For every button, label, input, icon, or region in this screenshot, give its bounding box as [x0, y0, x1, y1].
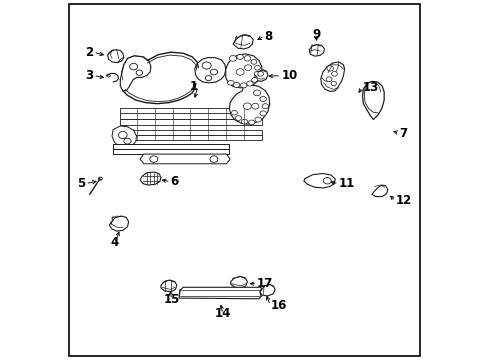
Polygon shape — [140, 154, 230, 164]
Polygon shape — [230, 276, 247, 288]
Polygon shape — [113, 149, 229, 154]
Ellipse shape — [233, 82, 239, 87]
Ellipse shape — [129, 63, 137, 70]
Ellipse shape — [323, 177, 330, 184]
Ellipse shape — [202, 62, 211, 69]
Ellipse shape — [237, 54, 243, 59]
Text: 1: 1 — [189, 80, 197, 93]
Ellipse shape — [241, 120, 247, 124]
Ellipse shape — [118, 131, 127, 139]
Polygon shape — [194, 58, 225, 83]
Ellipse shape — [123, 138, 131, 144]
Ellipse shape — [106, 74, 110, 77]
Ellipse shape — [260, 111, 266, 116]
Ellipse shape — [235, 116, 241, 120]
Text: 14: 14 — [214, 307, 231, 320]
Ellipse shape — [149, 156, 158, 162]
Text: 2: 2 — [85, 46, 93, 59]
Polygon shape — [120, 113, 261, 119]
Polygon shape — [232, 35, 253, 49]
Ellipse shape — [209, 156, 218, 162]
Text: 5: 5 — [77, 177, 85, 190]
Ellipse shape — [229, 55, 236, 61]
Ellipse shape — [236, 69, 244, 75]
Ellipse shape — [254, 72, 260, 76]
Text: 10: 10 — [281, 69, 297, 82]
Ellipse shape — [325, 77, 331, 82]
Polygon shape — [309, 45, 324, 56]
Ellipse shape — [253, 90, 260, 96]
Polygon shape — [113, 130, 261, 135]
Polygon shape — [112, 126, 136, 148]
Ellipse shape — [330, 81, 336, 86]
Text: 8: 8 — [264, 30, 272, 42]
Polygon shape — [225, 54, 261, 88]
Text: 9: 9 — [312, 28, 320, 41]
Polygon shape — [113, 135, 261, 140]
Text: 3: 3 — [85, 69, 93, 82]
Ellipse shape — [254, 117, 261, 122]
Ellipse shape — [210, 69, 217, 75]
Polygon shape — [254, 70, 267, 81]
Ellipse shape — [243, 103, 251, 109]
Ellipse shape — [326, 66, 333, 71]
Ellipse shape — [244, 65, 251, 71]
Text: 6: 6 — [170, 175, 179, 188]
Polygon shape — [109, 216, 128, 231]
Ellipse shape — [260, 96, 266, 102]
Polygon shape — [120, 119, 261, 125]
Polygon shape — [362, 81, 384, 120]
Polygon shape — [229, 85, 269, 124]
Polygon shape — [140, 172, 161, 185]
Text: 16: 16 — [270, 299, 286, 312]
Ellipse shape — [99, 177, 102, 180]
Text: 15: 15 — [163, 293, 180, 306]
Ellipse shape — [251, 78, 257, 82]
Ellipse shape — [248, 120, 254, 125]
Polygon shape — [320, 62, 344, 91]
Polygon shape — [120, 56, 151, 91]
Ellipse shape — [231, 110, 237, 115]
Polygon shape — [179, 287, 262, 299]
Ellipse shape — [257, 72, 263, 76]
Ellipse shape — [262, 104, 268, 109]
Text: 11: 11 — [338, 177, 354, 190]
Polygon shape — [113, 144, 229, 149]
Polygon shape — [161, 280, 177, 292]
Ellipse shape — [240, 83, 246, 88]
Text: 13: 13 — [362, 81, 378, 94]
Ellipse shape — [251, 103, 258, 109]
Polygon shape — [107, 50, 123, 63]
Ellipse shape — [331, 72, 337, 76]
Ellipse shape — [250, 60, 256, 64]
Polygon shape — [120, 108, 261, 114]
Text: 7: 7 — [399, 127, 407, 140]
Text: 17: 17 — [257, 277, 273, 290]
Ellipse shape — [136, 70, 142, 76]
Polygon shape — [303, 174, 335, 188]
Ellipse shape — [244, 56, 250, 61]
Ellipse shape — [246, 81, 253, 86]
Ellipse shape — [227, 81, 234, 85]
Ellipse shape — [254, 66, 260, 70]
Text: 12: 12 — [395, 194, 411, 207]
Text: 4: 4 — [111, 237, 119, 249]
Ellipse shape — [205, 76, 211, 81]
Polygon shape — [259, 284, 275, 296]
Polygon shape — [371, 185, 387, 197]
